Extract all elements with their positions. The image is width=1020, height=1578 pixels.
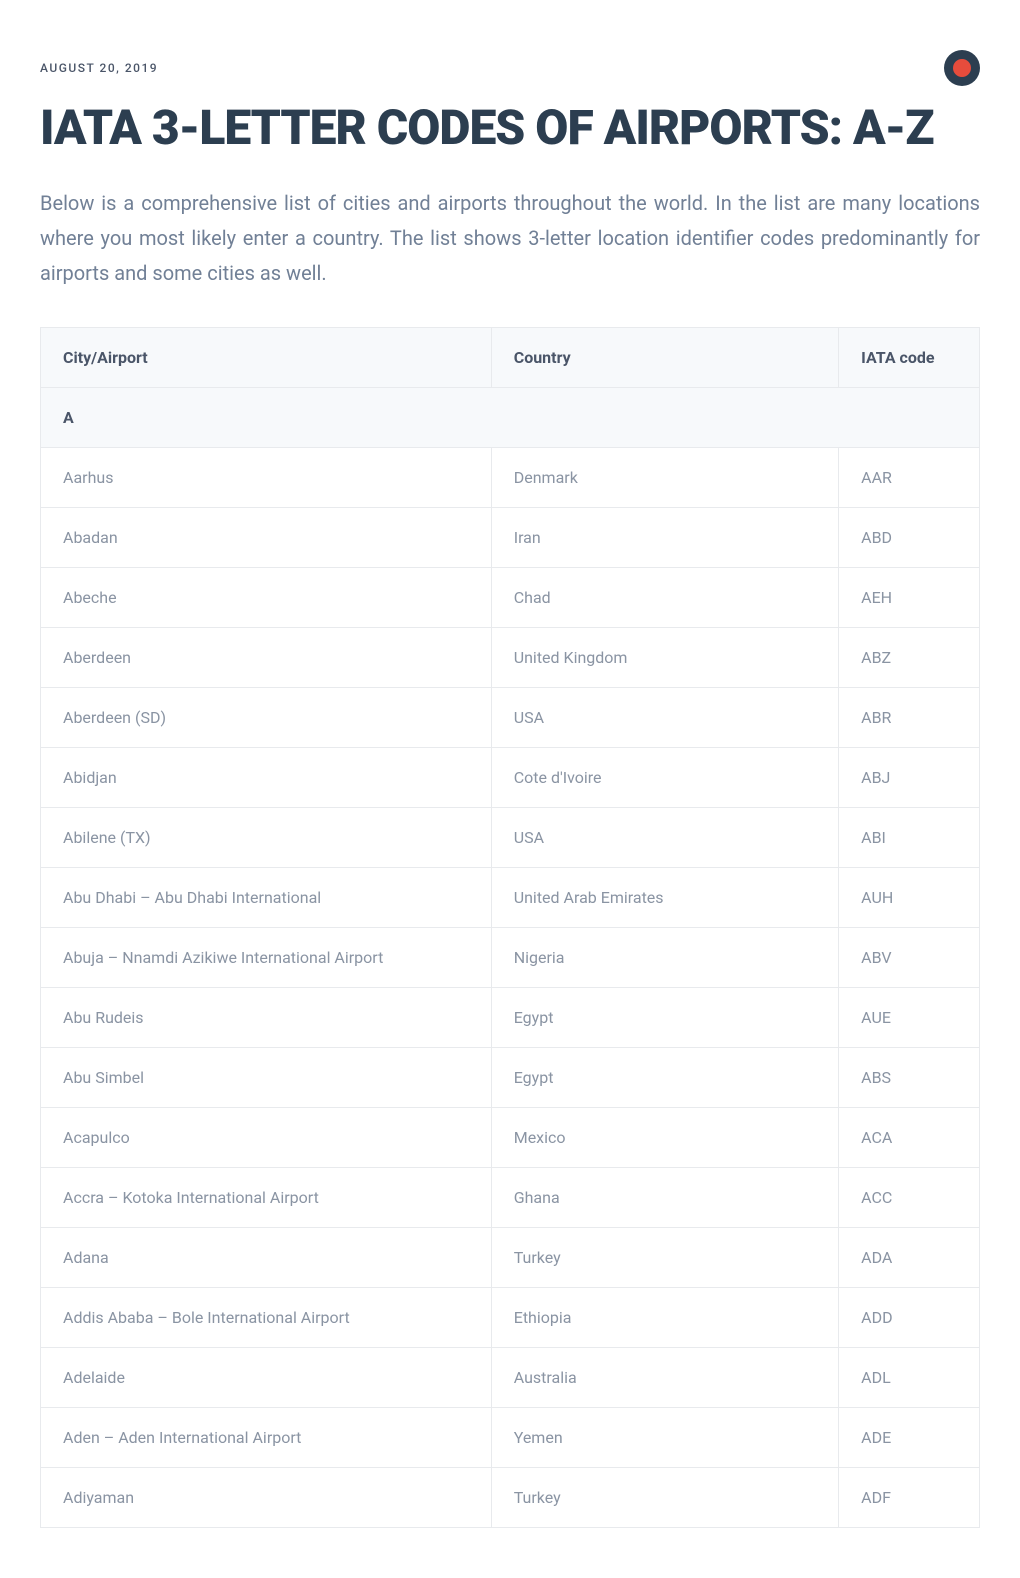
cell-code: ADF <box>839 1468 980 1528</box>
table-row: AbidjanCote d'IvoireABJ <box>41 748 980 808</box>
table-row: Abu Dhabi – Abu Dhabi InternationalUnite… <box>41 868 980 928</box>
cell-code: ADL <box>839 1348 980 1408</box>
cell-city: Abu Rudeis <box>41 988 492 1048</box>
cell-city: Abidjan <box>41 748 492 808</box>
cell-code: AUH <box>839 868 980 928</box>
cell-country: Ethiopia <box>491 1288 838 1348</box>
cell-country: United Arab Emirates <box>491 868 838 928</box>
table-row: AbadanIranABD <box>41 508 980 568</box>
cell-country: Nigeria <box>491 928 838 988</box>
table-row: AdanaTurkeyADA <box>41 1228 980 1288</box>
cell-code: ADD <box>839 1288 980 1348</box>
cell-code: ADE <box>839 1408 980 1468</box>
cell-code: ABI <box>839 808 980 868</box>
header-code: IATA code <box>839 328 980 388</box>
cell-country: Mexico <box>491 1108 838 1168</box>
cell-code: ABR <box>839 688 980 748</box>
cell-country: USA <box>491 808 838 868</box>
cell-city: Accra – Kotoka International Airport <box>41 1168 492 1228</box>
cell-code: ABJ <box>839 748 980 808</box>
table-row: AbecheChadAEH <box>41 568 980 628</box>
cell-code: ACC <box>839 1168 980 1228</box>
table-row: Addis Ababa – Bole International Airport… <box>41 1288 980 1348</box>
table-row: Abilene (TX)USAABI <box>41 808 980 868</box>
cell-city: Abuja – Nnamdi Azikiwe International Air… <box>41 928 492 988</box>
table-row: Aberdeen (SD)USAABR <box>41 688 980 748</box>
table-row: Accra – Kotoka International AirportGhan… <box>41 1168 980 1228</box>
cell-code: ABS <box>839 1048 980 1108</box>
cell-city: Adana <box>41 1228 492 1288</box>
badge-inner-dot <box>953 59 971 77</box>
cell-city: Adelaide <box>41 1348 492 1408</box>
cell-city: Abilene (TX) <box>41 808 492 868</box>
cell-city: Abu Simbel <box>41 1048 492 1108</box>
table-row: AdelaideAustraliaADL <box>41 1348 980 1408</box>
cell-city: Aberdeen <box>41 628 492 688</box>
cell-city: Adiyaman <box>41 1468 492 1528</box>
cell-code: ABZ <box>839 628 980 688</box>
airport-table: City/Airport Country IATA code A AarhusD… <box>40 327 980 1528</box>
table-row: AcapulcoMexicoACA <box>41 1108 980 1168</box>
publish-date: AUGUST 20, 2019 <box>40 61 158 75</box>
cell-city: Abadan <box>41 508 492 568</box>
cell-country: Turkey <box>491 1228 838 1288</box>
section-header-label: A <box>41 388 980 448</box>
table-row: Abu RudeisEgyptAUE <box>41 988 980 1048</box>
cell-code: AUE <box>839 988 980 1048</box>
table-row: AdiyamanTurkeyADF <box>41 1468 980 1528</box>
cell-city: Aberdeen (SD) <box>41 688 492 748</box>
section-header-row: A <box>41 388 980 448</box>
table-row: Abuja – Nnamdi Azikiwe International Air… <box>41 928 980 988</box>
cell-country: Yemen <box>491 1408 838 1468</box>
table-row: Abu SimbelEgyptABS <box>41 1048 980 1108</box>
cell-code: AAR <box>839 448 980 508</box>
cell-country: Turkey <box>491 1468 838 1528</box>
cell-city: Acapulco <box>41 1108 492 1168</box>
table-header-row: City/Airport Country IATA code <box>41 328 980 388</box>
cell-country: Iran <box>491 508 838 568</box>
cell-country: USA <box>491 688 838 748</box>
table-row: AberdeenUnited KingdomABZ <box>41 628 980 688</box>
cell-country: United Kingdom <box>491 628 838 688</box>
cell-country: Denmark <box>491 448 838 508</box>
cell-code: ABD <box>839 508 980 568</box>
cell-country: Ghana <box>491 1168 838 1228</box>
cell-country: Egypt <box>491 1048 838 1108</box>
intro-paragraph: Below is a comprehensive list of cities … <box>40 186 980 291</box>
cell-code: ABV <box>839 928 980 988</box>
cell-city: Aarhus <box>41 448 492 508</box>
badge-icon <box>944 50 980 86</box>
page-title: IATA 3-LETTER CODES OF AIRPORTS: A-Z <box>40 98 980 158</box>
header-row: AUGUST 20, 2019 <box>40 50 980 86</box>
cell-country: Australia <box>491 1348 838 1408</box>
header-city: City/Airport <box>41 328 492 388</box>
cell-city: Abeche <box>41 568 492 628</box>
table-row: AarhusDenmarkAAR <box>41 448 980 508</box>
cell-country: Cote d'Ivoire <box>491 748 838 808</box>
cell-code: ACA <box>839 1108 980 1168</box>
header-country: Country <box>491 328 838 388</box>
cell-city: Addis Ababa – Bole International Airport <box>41 1288 492 1348</box>
cell-city: Aden – Aden International Airport <box>41 1408 492 1468</box>
cell-code: ADA <box>839 1228 980 1288</box>
cell-country: Egypt <box>491 988 838 1048</box>
cell-country: Chad <box>491 568 838 628</box>
table-row: Aden – Aden International AirportYemenAD… <box>41 1408 980 1468</box>
cell-city: Abu Dhabi – Abu Dhabi International <box>41 868 492 928</box>
cell-code: AEH <box>839 568 980 628</box>
